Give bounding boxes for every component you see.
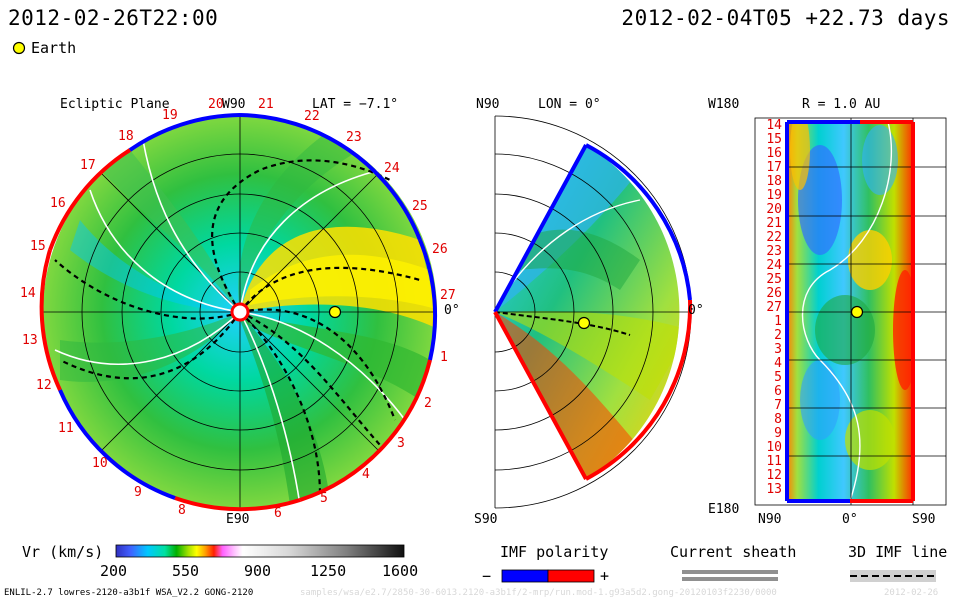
radial-row-24: 24 xyxy=(766,258,782,273)
carrington-tick-2: 2 xyxy=(424,396,432,411)
radial-row-4: 4 xyxy=(774,356,782,371)
radial-x-label-n90: N90 xyxy=(758,512,782,527)
ecliptic-plane-panel xyxy=(39,113,438,512)
radial-row-3: 3 xyxy=(774,342,782,357)
colorbar-tick-1250: 1250 xyxy=(310,562,347,580)
carrington-tick-27: 27 xyxy=(440,288,456,303)
radial-row-7: 7 xyxy=(774,398,782,413)
ecliptic-top-label: W90 xyxy=(222,97,246,112)
carrington-tick-5: 5 xyxy=(320,491,328,506)
current-sheath-symbol xyxy=(682,570,778,581)
carrington-tick-8: 8 xyxy=(178,503,186,518)
imf-polarity-bar xyxy=(501,569,595,583)
carrington-tick-1: 1 xyxy=(440,350,448,365)
radial-row-10: 10 xyxy=(766,440,782,455)
carrington-tick-22: 22 xyxy=(304,109,320,124)
carrington-tick-16: 16 xyxy=(50,196,66,211)
imf-line-symbol xyxy=(850,570,936,582)
meridional-lon-label: LON = 0° xyxy=(538,97,601,112)
earth-legend-label: Earth xyxy=(31,39,77,57)
meridional-top-label: N90 xyxy=(476,97,500,112)
radial-row-25: 25 xyxy=(766,272,782,287)
carrington-tick-9: 9 xyxy=(134,485,142,500)
radial-row-21: 21 xyxy=(766,216,782,231)
meridional-plane-panel xyxy=(493,115,693,509)
radial-row-26: 26 xyxy=(766,286,782,301)
carrington-tick-19: 19 xyxy=(162,108,178,123)
colorbar-tick-550: 550 xyxy=(172,562,200,580)
carrington-tick-26: 26 xyxy=(432,242,448,257)
colorbar-tick-900: 900 xyxy=(244,562,272,580)
earth-marker-ecliptic xyxy=(328,305,342,319)
radial-row-12: 12 xyxy=(766,468,782,483)
carrington-tick-21: 21 xyxy=(258,97,274,112)
ecliptic-bottom-label: E90 xyxy=(226,512,250,527)
radial-row-22: 22 xyxy=(766,230,782,245)
earth-legend-icon xyxy=(12,41,26,55)
run-info: ENLIL-2.7 lowres-2120-a3b1f WSA_V2.2 GON… xyxy=(4,588,254,598)
colorbar-tick-1600: 1600 xyxy=(382,562,419,580)
ecliptic-lat-label: LAT = −7.1° xyxy=(312,97,399,112)
carrington-tick-11: 11 xyxy=(58,421,74,436)
run-path: samples/wsa/e2.7/2850-30-6013.2120-a3b1f… xyxy=(300,588,777,598)
radial-row-6: 6 xyxy=(774,384,782,399)
radial-bottom-left-label: E180 xyxy=(708,502,740,517)
carrington-tick-20: 20 xyxy=(208,97,224,112)
carrington-tick-6: 6 xyxy=(274,506,282,521)
velocity-colorbar xyxy=(115,544,405,558)
imf-line-label: 3D IMF line xyxy=(848,543,948,561)
carrington-tick-14: 14 xyxy=(20,286,36,301)
radial-row-19: 19 xyxy=(766,188,782,203)
ecliptic-right-label: 0° xyxy=(444,303,460,318)
radial-row-16: 16 xyxy=(766,146,782,161)
radial-x-label-0: 0° xyxy=(842,512,858,527)
radial-row-11: 11 xyxy=(766,454,782,469)
carrington-tick-15: 15 xyxy=(30,239,46,254)
radial-row-20: 20 xyxy=(766,202,782,217)
radial-row-9: 9 xyxy=(774,426,782,441)
model-time: 2012-02-26T22:00 xyxy=(8,6,219,30)
carrington-tick-24: 24 xyxy=(384,161,400,176)
colorbar-label: Vr (km/s) xyxy=(22,543,104,561)
reference-time: 2012-02-04T05 +22.73 days xyxy=(621,6,950,30)
carrington-tick-25: 25 xyxy=(412,199,428,214)
radial-row-1: 1 xyxy=(774,314,782,329)
radial-top-left-label: W180 xyxy=(708,97,740,112)
radial-row-23: 23 xyxy=(766,244,782,259)
current-sheath-label: Current sheath xyxy=(670,543,797,561)
radial-row-2: 2 xyxy=(774,328,782,343)
carrington-tick-18: 18 xyxy=(118,129,134,144)
radial-row-5: 5 xyxy=(774,370,782,385)
carrington-tick-13: 13 xyxy=(22,333,38,348)
radial-row-18: 18 xyxy=(766,174,782,189)
radial-row-27: 27 xyxy=(766,300,782,315)
ecliptic-title: Ecliptic Plane xyxy=(60,97,170,112)
imf-polarity-plus: + xyxy=(600,567,610,585)
carrington-tick-23: 23 xyxy=(346,130,362,145)
carrington-tick-12: 12 xyxy=(36,378,52,393)
carrington-tick-10: 10 xyxy=(92,456,108,471)
radial-row-14: 14 xyxy=(766,118,782,133)
radial-row-17: 17 xyxy=(766,160,782,175)
colorbar-tick-200: 200 xyxy=(100,562,128,580)
radial-row-13: 13 xyxy=(766,482,782,497)
meridional-bottom-label: S90 xyxy=(474,512,498,527)
footer-date: 2012-02-26 xyxy=(884,588,939,598)
radial-x-label-s90: S90 xyxy=(912,512,936,527)
meridional-right-label: 0° xyxy=(688,303,704,318)
radial-map-panel xyxy=(754,117,947,506)
imf-polarity-minus: − xyxy=(482,567,492,585)
radial-title: R = 1.0 AU xyxy=(802,97,881,112)
imf-polarity-label: IMF polarity xyxy=(500,543,609,561)
radial-row-8: 8 xyxy=(774,412,782,427)
earth-marker-meridional xyxy=(577,316,591,330)
carrington-tick-3: 3 xyxy=(397,436,405,451)
radial-row-15: 15 xyxy=(766,132,782,147)
carrington-tick-17: 17 xyxy=(80,158,96,173)
earth-marker-radial xyxy=(850,305,864,319)
carrington-tick-4: 4 xyxy=(362,467,370,482)
